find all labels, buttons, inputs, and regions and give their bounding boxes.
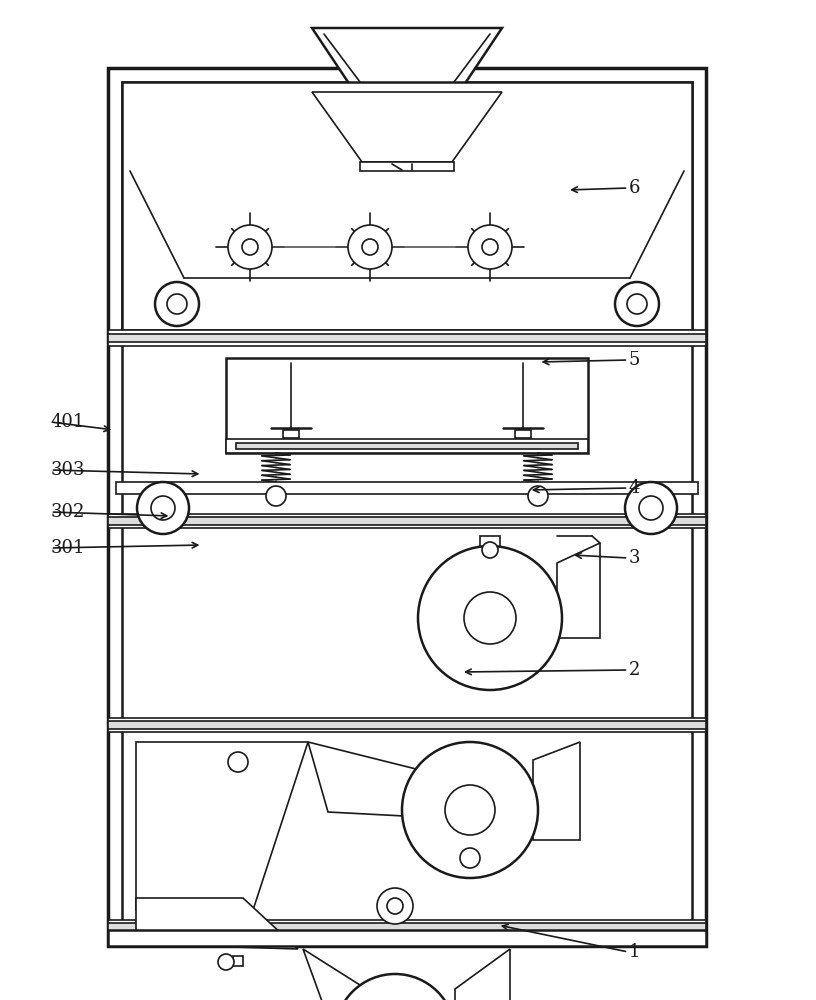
Circle shape <box>228 752 248 772</box>
Bar <box>108 721 706 729</box>
Circle shape <box>362 239 378 255</box>
Circle shape <box>266 486 286 506</box>
Polygon shape <box>312 28 502 88</box>
Text: 2: 2 <box>628 661 640 679</box>
Bar <box>108 930 706 946</box>
Bar <box>108 514 706 528</box>
Circle shape <box>137 482 189 534</box>
Text: 6: 6 <box>628 179 640 197</box>
Polygon shape <box>533 742 580 840</box>
Bar <box>226 439 588 453</box>
Bar <box>122 82 692 330</box>
Circle shape <box>348 225 392 269</box>
Bar <box>226 358 588 453</box>
Polygon shape <box>308 742 480 820</box>
Circle shape <box>625 482 677 534</box>
Polygon shape <box>136 742 308 910</box>
Circle shape <box>468 225 512 269</box>
Bar <box>236 443 578 449</box>
Circle shape <box>151 496 175 520</box>
Bar <box>233 956 243 966</box>
Circle shape <box>242 239 258 255</box>
Circle shape <box>528 486 548 506</box>
Bar <box>480 536 500 566</box>
Circle shape <box>482 239 498 255</box>
Circle shape <box>460 848 480 868</box>
Polygon shape <box>303 949 405 1000</box>
Text: 3: 3 <box>628 549 640 567</box>
Bar <box>108 334 706 342</box>
Circle shape <box>155 282 199 326</box>
Text: 5: 5 <box>628 351 640 369</box>
Circle shape <box>627 294 647 314</box>
Bar <box>108 517 706 525</box>
Polygon shape <box>557 543 600 638</box>
Bar <box>283 430 299 438</box>
Bar <box>116 482 698 494</box>
Bar <box>108 718 706 732</box>
Circle shape <box>228 225 272 269</box>
Bar <box>122 82 692 932</box>
Bar <box>122 528 361 718</box>
Circle shape <box>464 592 516 644</box>
Bar <box>108 330 706 346</box>
Text: 302: 302 <box>51 503 85 521</box>
Circle shape <box>167 294 187 314</box>
Circle shape <box>445 785 495 835</box>
Circle shape <box>377 888 413 924</box>
Circle shape <box>387 898 403 914</box>
Bar <box>515 430 531 438</box>
Circle shape <box>402 742 538 878</box>
Text: 401: 401 <box>51 413 85 431</box>
Circle shape <box>418 546 562 690</box>
Text: 301: 301 <box>51 539 85 557</box>
Text: 1: 1 <box>628 943 640 961</box>
Polygon shape <box>136 898 298 949</box>
Bar <box>108 68 706 946</box>
Text: 4: 4 <box>628 479 640 497</box>
Circle shape <box>639 496 663 520</box>
Circle shape <box>335 974 455 1000</box>
Circle shape <box>218 954 234 970</box>
Bar <box>108 920 706 934</box>
Circle shape <box>482 542 498 558</box>
Polygon shape <box>455 949 510 1000</box>
Bar <box>108 923 706 931</box>
Bar <box>360 162 454 171</box>
Circle shape <box>615 282 659 326</box>
Polygon shape <box>312 92 502 162</box>
Text: 303: 303 <box>51 461 85 479</box>
